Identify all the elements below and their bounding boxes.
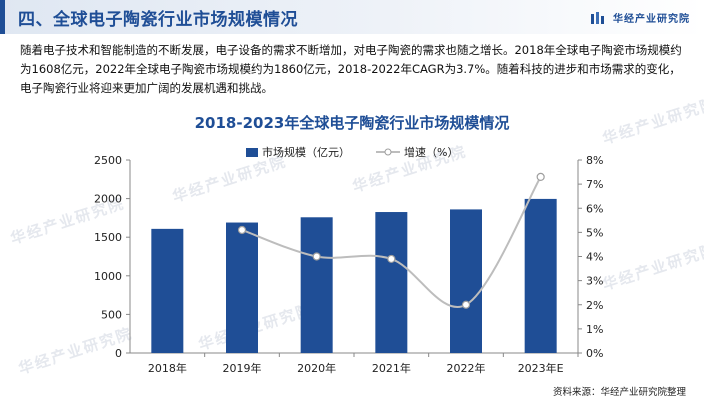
y-tick-label-right: 3% bbox=[586, 275, 603, 288]
bar bbox=[151, 228, 184, 353]
y-tick-label-left: 500 bbox=[101, 308, 122, 321]
growth-point bbox=[461, 300, 471, 309]
growth-point bbox=[387, 254, 396, 264]
y-tick-label-right: 1% bbox=[586, 323, 603, 336]
brand-logo-icon bbox=[591, 11, 604, 24]
growth-point bbox=[237, 225, 247, 235]
legend-line-icon bbox=[376, 148, 400, 156]
source-note: 资料来源：华经产业研究院整理 bbox=[552, 387, 686, 398]
legend-bar-label: 市场规模（亿元） bbox=[262, 146, 350, 159]
header-band bbox=[0, 0, 704, 34]
bar bbox=[300, 217, 333, 353]
x-tick-label: 2023年E bbox=[518, 361, 564, 375]
chart-legend: 市场规模（亿元） 增速（%） bbox=[246, 144, 458, 160]
y-tick-label-left: 0 bbox=[115, 347, 122, 360]
growth-line bbox=[241, 176, 542, 308]
bar bbox=[375, 212, 408, 353]
y-tick-label-right: 7% bbox=[586, 178, 603, 191]
bar bbox=[524, 198, 557, 353]
y-tick-label-right: 8% bbox=[586, 154, 603, 167]
growth-point bbox=[536, 172, 545, 181]
section-title: 四、全球电子陶瓷行业市场规模情况 bbox=[18, 10, 298, 30]
y-tick-label-left: 1500 bbox=[94, 231, 122, 244]
y-tick-label-right: 6% bbox=[586, 202, 603, 215]
header-accent bbox=[0, 0, 5, 34]
chart-title: 2018-2023年全球电子陶瓷行业市场规模情况 bbox=[194, 114, 510, 132]
brand-name: 华经产业研究院 bbox=[613, 14, 690, 25]
y-tick-label-right: 2% bbox=[586, 299, 603, 312]
y-tick-label-left: 1000 bbox=[94, 270, 122, 283]
bar bbox=[450, 209, 482, 353]
x-tick-label: 2019年 bbox=[223, 361, 262, 375]
y-tick-label-left: 2500 bbox=[94, 154, 122, 167]
x-tick-label: 2021年 bbox=[372, 361, 411, 375]
x-tick-label: 2018年 bbox=[148, 361, 187, 375]
bar bbox=[226, 222, 258, 353]
legend-bar-swatch bbox=[246, 147, 258, 157]
intro-paragraph: 随着电子技术和智能制造的不断发展，电子设备的需求不断增加，对电子陶瓷的需求也随之… bbox=[20, 43, 682, 95]
x-tick-label: 2022年 bbox=[447, 361, 486, 375]
y-tick-label-right: 5% bbox=[586, 226, 603, 239]
legend-line-label: 增速（%） bbox=[404, 146, 459, 159]
y-tick-label-left: 2000 bbox=[94, 193, 122, 206]
y-tick-label-right: 4% bbox=[586, 251, 603, 264]
x-tick-label: 2020年 bbox=[297, 361, 336, 375]
brand: 华经产业研究院 bbox=[591, 10, 690, 25]
y-tick-label-right: 0% bbox=[586, 347, 603, 360]
growth-point bbox=[312, 252, 321, 261]
